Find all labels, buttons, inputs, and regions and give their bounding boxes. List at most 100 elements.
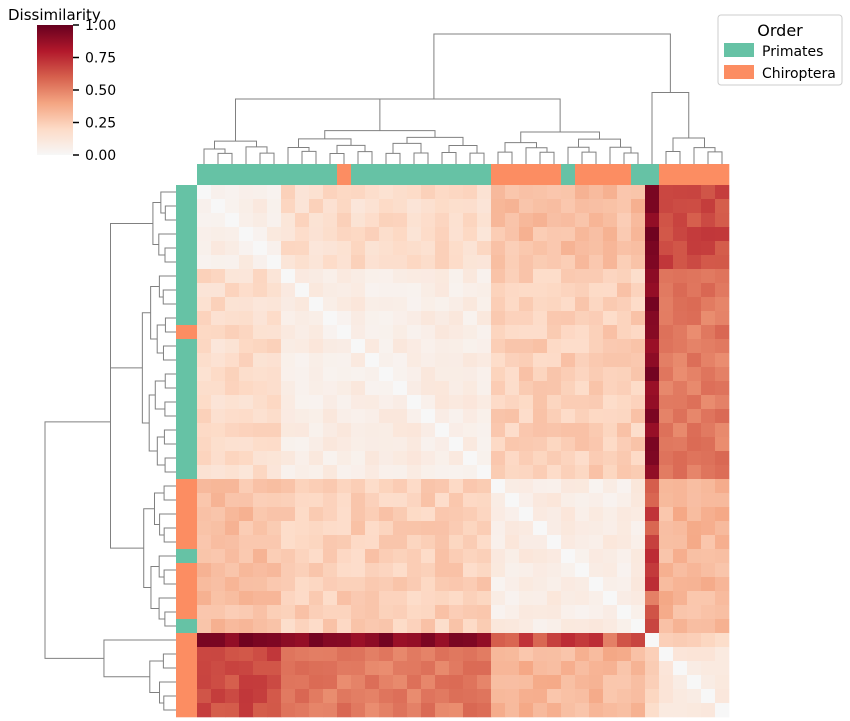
heatmap-cell bbox=[337, 689, 352, 704]
heatmap-cell bbox=[519, 311, 534, 326]
heatmap-cell bbox=[365, 381, 380, 396]
heatmap-cell bbox=[239, 689, 254, 704]
heatmap-cell bbox=[589, 395, 604, 410]
heatmap-cell bbox=[449, 535, 464, 550]
heatmap-cell bbox=[659, 255, 674, 270]
heatmap-cell bbox=[309, 689, 324, 704]
heatmap-cell bbox=[659, 297, 674, 312]
heatmap-cell bbox=[589, 423, 604, 438]
heatmap-cell bbox=[253, 507, 268, 522]
heatmap-cell bbox=[687, 507, 702, 522]
heatmap-cell bbox=[281, 241, 296, 256]
heatmap-cell bbox=[281, 549, 296, 564]
heatmap-cell bbox=[547, 605, 562, 620]
heatmap-cell bbox=[449, 661, 464, 676]
heatmap-cell bbox=[491, 241, 506, 256]
heatmap-cell bbox=[323, 283, 338, 298]
heatmap-cell bbox=[645, 493, 660, 508]
heatmap-cell bbox=[449, 381, 464, 396]
heatmap-cell bbox=[519, 297, 534, 312]
dendrogram-branch bbox=[156, 324, 166, 354]
heatmap-cell bbox=[225, 381, 240, 396]
heatmap-cell bbox=[407, 675, 422, 690]
heatmap-cell bbox=[211, 521, 226, 536]
heatmap-cell bbox=[603, 479, 618, 494]
heatmap-cell bbox=[393, 241, 408, 256]
heatmap-cell bbox=[659, 409, 674, 424]
heatmap-cell bbox=[631, 619, 646, 634]
heatmap-cell bbox=[449, 283, 464, 298]
heatmap-cell bbox=[337, 493, 352, 508]
heatmap-cell bbox=[351, 367, 366, 382]
heatmap-cell bbox=[267, 227, 282, 242]
heatmap-cell bbox=[673, 353, 688, 368]
heatmap-cell bbox=[281, 465, 296, 480]
heatmap-cell bbox=[533, 451, 548, 466]
heatmap-cell bbox=[687, 213, 702, 228]
heatmap-cell bbox=[687, 675, 702, 690]
heatmap-cell bbox=[519, 633, 534, 648]
heatmap-cell bbox=[197, 395, 212, 410]
heatmap-cell bbox=[407, 311, 422, 326]
heatmap-cell bbox=[687, 703, 702, 718]
heatmap-cell bbox=[197, 339, 212, 354]
heatmap-cell bbox=[659, 689, 674, 704]
heatmap-cell bbox=[211, 269, 226, 284]
heatmap-cell bbox=[463, 227, 478, 242]
heatmap-cell bbox=[239, 577, 254, 592]
heatmap-cell bbox=[435, 507, 450, 522]
heatmap-cell bbox=[491, 661, 506, 676]
heatmap-cell bbox=[253, 423, 268, 438]
heatmap-cell bbox=[379, 185, 394, 200]
heatmap-cell bbox=[603, 311, 618, 326]
heatmap-cell bbox=[393, 409, 408, 424]
heatmap-cell bbox=[393, 353, 408, 368]
heatmap-cell bbox=[505, 339, 520, 354]
dendrogram-branch bbox=[301, 150, 317, 164]
heatmap-cell bbox=[365, 675, 380, 690]
heatmap-cell bbox=[351, 437, 366, 452]
heatmap-cell bbox=[477, 423, 492, 438]
heatmap-cell bbox=[309, 493, 324, 508]
heatmap-cell bbox=[239, 521, 254, 536]
heatmap-cell bbox=[491, 591, 506, 606]
heatmap-cell bbox=[631, 549, 646, 564]
heatmap-cell bbox=[561, 227, 576, 242]
heatmap-cell bbox=[589, 521, 604, 536]
heatmap-cell bbox=[547, 339, 562, 354]
heatmap-cell bbox=[267, 633, 282, 648]
heatmap-cell bbox=[393, 633, 408, 648]
heatmap-cell bbox=[225, 339, 240, 354]
heatmap-cell bbox=[225, 367, 240, 382]
dendrogram-branch bbox=[214, 140, 257, 149]
heatmap-cell bbox=[337, 647, 352, 662]
column-color-cell bbox=[631, 164, 646, 185]
heatmap-cell bbox=[267, 353, 282, 368]
heatmap-cell bbox=[561, 577, 576, 592]
heatmap-cell bbox=[631, 423, 646, 438]
heatmap-cell bbox=[407, 437, 422, 452]
heatmap-cell bbox=[379, 465, 394, 480]
heatmap-cell bbox=[589, 619, 604, 634]
heatmap-cell bbox=[365, 185, 380, 200]
heatmap-cell bbox=[491, 409, 506, 424]
heatmap-cell bbox=[673, 521, 688, 536]
heatmap-cell bbox=[281, 633, 296, 648]
heatmap-cell bbox=[673, 227, 688, 242]
heatmap-cell bbox=[239, 465, 254, 480]
heatmap-cell bbox=[547, 689, 562, 704]
heatmap-cell bbox=[225, 241, 240, 256]
heatmap-cell bbox=[505, 437, 520, 452]
heatmap-cell bbox=[589, 675, 604, 690]
heatmap-cell bbox=[547, 521, 562, 536]
heatmap-cell bbox=[617, 521, 632, 536]
heatmap-cell bbox=[589, 451, 604, 466]
heatmap-cell bbox=[267, 381, 282, 396]
heatmap-cell bbox=[533, 367, 548, 382]
heatmap-cell bbox=[505, 353, 520, 368]
heatmap-cell bbox=[379, 241, 394, 256]
heatmap-cell bbox=[547, 675, 562, 690]
heatmap-cell bbox=[603, 409, 618, 424]
heatmap-cell bbox=[673, 325, 688, 340]
heatmap-cell bbox=[687, 325, 702, 340]
